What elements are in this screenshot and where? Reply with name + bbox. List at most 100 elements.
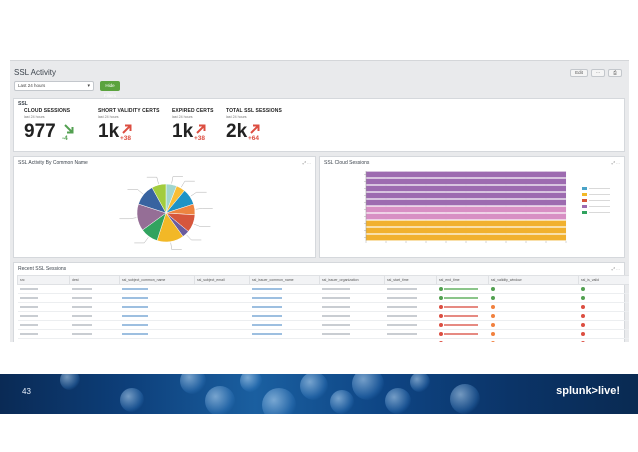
- bar-chart[interactable]: [320, 157, 626, 259]
- status-cell: [436, 284, 489, 294]
- pie-leader-line: [127, 189, 144, 195]
- table-cell: [319, 302, 385, 312]
- error-status-icon: [438, 323, 443, 328]
- bar-segment[interactable]: [366, 227, 566, 234]
- column-header[interactable]: ssl_issuer_organization: [319, 275, 385, 285]
- cell-value-placeholder: [19, 315, 38, 318]
- status-cell: [436, 311, 489, 321]
- bar-panel-tools[interactable]: ⤢ ⋯: [611, 160, 620, 165]
- bubble-decoration: [300, 374, 328, 400]
- column-header[interactable]: ssl_end_time: [436, 275, 489, 285]
- ok-status-icon: [438, 296, 443, 301]
- cell-value-placeholder: [443, 315, 478, 318]
- kpi-total-ssl-sessions[interactable]: TOTAL SSL SESSIONS last 24 hours 2k +64: [226, 108, 311, 158]
- bubble-decoration: [385, 388, 411, 414]
- column-header[interactable]: dest: [69, 275, 120, 285]
- legend-swatch[interactable]: [582, 193, 587, 196]
- table-cell: [17, 338, 70, 342]
- kpi-value: 977: [24, 121, 56, 142]
- bar-segment[interactable]: [366, 220, 566, 227]
- cell-value-placeholder: [251, 288, 282, 291]
- bar-segment[interactable]: [366, 185, 566, 192]
- column-header[interactable]: ssl_validity_window: [488, 275, 579, 285]
- table-row[interactable]: [17, 293, 629, 303]
- pie-panel: SSL Activity By Common Name ⤢ ⋯: [13, 156, 316, 258]
- chevron-down-icon: ▾: [87, 83, 90, 89]
- table-cell: [249, 311, 320, 321]
- arrow-up-right-icon: [196, 124, 206, 134]
- legend-swatch[interactable]: [582, 187, 587, 190]
- kpi-label: SHORT VALIDITY CERTS: [98, 108, 160, 114]
- table-cell: [17, 329, 70, 339]
- cell-value-placeholder: [121, 324, 148, 327]
- cell-value-placeholder: [71, 288, 92, 291]
- table-row[interactable]: [17, 302, 629, 312]
- cell-value-placeholder: [19, 306, 38, 309]
- table-cell: [17, 311, 70, 321]
- ok-status-icon: [438, 287, 443, 292]
- edit-button[interactable]: Edit: [570, 69, 588, 77]
- bar-segment[interactable]: [366, 178, 566, 185]
- time-range-picker[interactable]: Last 24 hours ▾: [14, 81, 94, 91]
- pie-leader-line: [186, 234, 202, 241]
- bubble-decoration: [262, 388, 296, 414]
- table-cell: [384, 293, 437, 303]
- table-row[interactable]: [17, 338, 629, 342]
- table-row[interactable]: [17, 284, 629, 294]
- cell-value-placeholder: [443, 288, 478, 291]
- bar-segment[interactable]: [366, 199, 566, 206]
- kpi-cloud-sessions[interactable]: CLOUD SESSIONS last 24 hours 977 -4: [24, 108, 109, 158]
- cell-value-placeholder: [443, 297, 478, 300]
- table-cell: [194, 338, 250, 342]
- legend-swatch[interactable]: [582, 211, 587, 214]
- column-header[interactable]: ssl_is_valid: [578, 275, 629, 285]
- export-icon[interactable]: ⋯: [591, 69, 605, 77]
- pie-slice[interactable]: [151, 183, 167, 214]
- column-header[interactable]: ssl_start_time: [384, 275, 437, 285]
- column-header[interactable]: ssl_subject_common_name: [119, 275, 195, 285]
- kpi-delta: +38: [120, 135, 132, 142]
- status-cell: [578, 338, 629, 342]
- table-row[interactable]: [17, 311, 629, 321]
- error-status-icon: [580, 323, 585, 328]
- status-cell: [488, 329, 579, 339]
- events-panel-tools[interactable]: ⤢ ⋯: [611, 266, 620, 271]
- pie-panel-tools[interactable]: ⤢ ⋯: [302, 160, 311, 165]
- bubble-decoration: [330, 390, 354, 414]
- table-row[interactable]: [17, 329, 629, 339]
- bar-segment[interactable]: [366, 213, 566, 220]
- status-cell: [436, 338, 489, 342]
- kpi-delta: -4: [62, 135, 68, 142]
- kpi-panel-title: SSL: [18, 101, 28, 107]
- column-header[interactable]: ssl_issuer_common_name: [249, 275, 320, 285]
- arrow-up-right-icon: [250, 124, 260, 134]
- status-cell: [578, 329, 629, 339]
- pie-chart[interactable]: [14, 157, 317, 259]
- legend-swatch[interactable]: [582, 205, 587, 208]
- table-row[interactable]: [17, 320, 629, 330]
- status-cell: [488, 338, 579, 342]
- bar-panel-title: SSL Cloud Sessions: [324, 160, 370, 166]
- legend-swatch[interactable]: [582, 199, 587, 202]
- bar-segment[interactable]: [366, 206, 566, 213]
- hide-filters-button[interactable]: Hide Filters: [100, 81, 120, 98]
- kpi-expired-certs[interactable]: EXPIRED CERTS last 24 hours 1k +38: [172, 108, 257, 158]
- bar-segment[interactable]: [366, 234, 566, 241]
- bar-segment[interactable]: [366, 192, 566, 199]
- bar-segment[interactable]: [366, 171, 566, 178]
- column-header[interactable]: ssl_subject_email: [194, 275, 250, 285]
- table-cell: [69, 338, 120, 342]
- table-cell: [384, 302, 437, 312]
- table-cell: [119, 329, 195, 339]
- cell-value-placeholder: [71, 297, 92, 300]
- pie-leader-line: [195, 208, 213, 210]
- cell-value-placeholder: [321, 306, 350, 309]
- table-cell: [249, 293, 320, 303]
- status-cell: [578, 284, 629, 294]
- kpi-value: 1k: [98, 121, 120, 142]
- print-icon[interactable]: ⎙: [608, 69, 622, 77]
- kpi-short-validity-certs[interactable]: SHORT VALIDITY CERTS last 24 hours 1k +3…: [98, 108, 183, 158]
- error-status-icon: [438, 332, 443, 337]
- column-header[interactable]: src: [17, 275, 70, 285]
- status-cell: [488, 284, 579, 294]
